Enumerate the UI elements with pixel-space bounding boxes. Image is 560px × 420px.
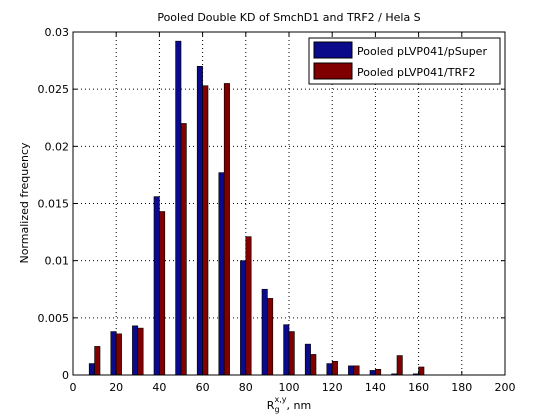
bar-series-1 [262,289,267,375]
bar-series-1 [197,66,202,375]
bar-series-2 [289,332,294,375]
chart-title: Pooled Double KD of SmchD1 and TRF2 / He… [157,11,420,24]
bar-series-1 [370,370,375,375]
bar-series-1 [348,366,353,375]
bar-series-2 [181,123,186,375]
x-axis-label-sup: x,y [275,395,287,404]
bar-series-2 [267,298,272,375]
bar-series-1 [132,326,137,375]
x-tick-label: 200 [495,381,516,394]
y-tick-label: 0.01 [45,255,70,268]
bar-series-2 [419,367,424,375]
legend-label-2: Pooled pLVP041/TRF2 [357,66,475,79]
y-tick-label: 0.03 [45,26,70,39]
bar-series-2 [375,369,380,375]
bar-series-1 [176,41,181,375]
bar-series-1 [284,325,289,375]
x-tick-label: 180 [451,381,472,394]
legend-item-2: Pooled pLVP041/TRF2 [314,63,475,79]
x-tick-label: 40 [152,381,166,394]
x-tick-label: 60 [196,381,210,394]
bar-series-2 [203,86,208,375]
y-axis-label: Normalized frequency [18,142,31,264]
x-tick-label: 0 [70,381,77,394]
x-axis-label-unit: , nm [287,399,312,412]
bar-series-1 [154,197,159,375]
x-tick-label: 20 [109,381,123,394]
bar-series-1 [240,261,245,375]
bar-series-2 [159,212,164,375]
swatch-icon [314,42,352,58]
bar-series-1 [111,332,116,375]
y-tick-labels: 0 0.005 0.01 0.015 0.02 0.025 0.03 [38,26,70,382]
x-tick-labels: 0 20 40 60 80 100 120 140 160 180 200 [70,381,516,394]
legend-label-1: Pooled pLVP041/pSuper [357,45,487,58]
y-tick-label: 0.025 [38,83,70,96]
y-tick-label: 0.005 [38,312,70,325]
x-tick-label: 160 [408,381,429,394]
bar-series-1 [327,364,332,375]
x-tick-label: 100 [279,381,300,394]
bar-series-2 [95,346,100,375]
x-tick-label: 80 [239,381,253,394]
bar-series-1 [305,344,310,375]
bar-series-1 [89,364,94,375]
legend-item-1: Pooled pLVP041/pSuper [314,42,487,58]
legend: Pooled pLVP041/pSuper Pooled pLVP041/TRF… [309,38,500,84]
y-tick-label: 0.015 [38,198,70,211]
bar-series-2 [311,354,316,375]
x-tick-label: 140 [365,381,386,394]
x-tick-label: 120 [322,381,343,394]
bar-series-1 [219,173,224,375]
bar-series-2 [246,237,251,375]
bar-series-2 [224,83,229,375]
bar-series-2 [116,334,121,375]
bar-series-2 [138,328,143,375]
bar-series-2 [332,361,337,375]
bar-series-2 [354,366,359,375]
bar-series-2 [397,356,402,375]
y-tick-label: 0.02 [45,140,70,153]
y-tick-label: 0 [62,369,69,382]
swatch-icon [314,63,352,79]
x-axis-label-sub: g [274,405,279,414]
x-axis-label: Rgx,y, nm [267,395,311,414]
